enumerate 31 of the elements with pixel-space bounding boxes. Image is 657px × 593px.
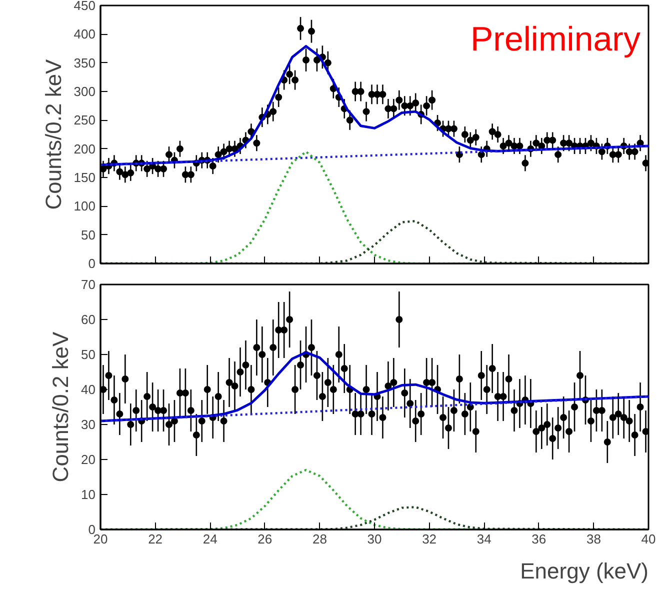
x-tick-label: 28	[312, 532, 327, 546]
y-tick-label: 200	[74, 141, 96, 156]
y-tick-label: 300	[74, 84, 96, 99]
x-tick-label: 36	[532, 532, 546, 546]
x-tick-label: 22	[148, 532, 163, 546]
y-tick-label: 250	[74, 112, 96, 128]
x-tick-label: 32	[422, 532, 437, 546]
y-tick-label: 40	[81, 382, 96, 397]
y-tick-label: 10	[81, 487, 96, 502]
x-tick-label: 34	[476, 532, 492, 546]
y-tick-label: 50	[81, 347, 96, 362]
x-tick-label: 38	[586, 532, 601, 546]
y-tick-label: 400	[74, 26, 96, 42]
y-tick-label: 60	[81, 312, 96, 327]
y-tick-label: 100	[74, 198, 96, 214]
y-tick-label: 50	[81, 227, 96, 242]
annotation: Preliminary	[470, 20, 641, 58]
x-tick-label: 40	[641, 532, 656, 546]
y-axis-title: Counts/0.2 keV	[40, 58, 66, 210]
y-tick-label: 450	[74, 0, 96, 13]
x-tick-label: 26	[258, 532, 272, 546]
x-tick-label: 30	[367, 532, 382, 546]
y-tick-label: 350	[74, 55, 96, 70]
y-tick-label: 0	[88, 256, 96, 271]
y-tick-label: 150	[74, 170, 96, 185]
y-tick-label: 20	[81, 452, 96, 467]
y-tick-label: 30	[81, 417, 96, 432]
x-tick-label: 24	[202, 532, 218, 546]
y-axis-title: Counts/0.2 keV	[48, 331, 74, 482]
x-axis-title: Energy (keV)	[520, 558, 649, 584]
y-tick-label: 70	[81, 277, 96, 292]
